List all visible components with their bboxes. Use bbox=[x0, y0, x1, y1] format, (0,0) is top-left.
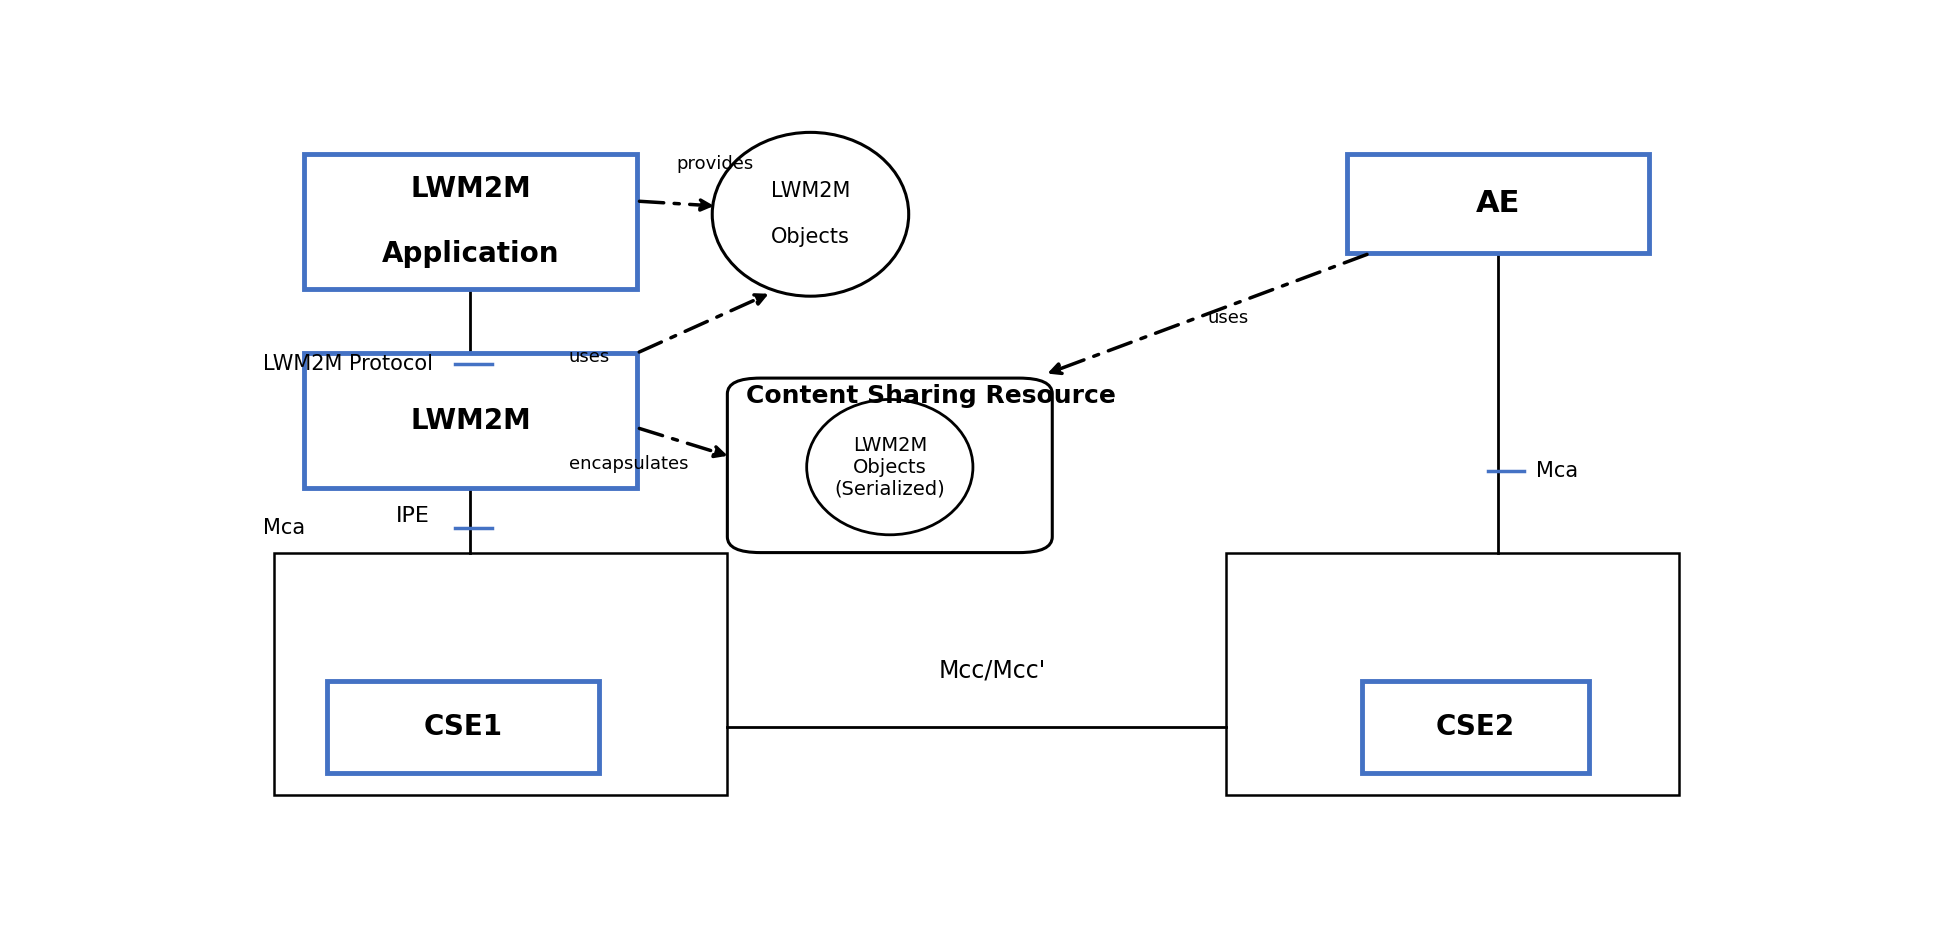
FancyBboxPatch shape bbox=[727, 378, 1053, 552]
Text: AE: AE bbox=[1476, 189, 1521, 218]
Text: Mca: Mca bbox=[1537, 461, 1578, 481]
Ellipse shape bbox=[712, 132, 909, 296]
Text: LWM2M

Application: LWM2M Application bbox=[382, 175, 560, 268]
FancyBboxPatch shape bbox=[1347, 154, 1650, 253]
Text: IPE: IPE bbox=[396, 506, 429, 526]
FancyBboxPatch shape bbox=[1227, 552, 1679, 795]
FancyBboxPatch shape bbox=[273, 552, 727, 795]
Text: Mcc/Mcc': Mcc/Mcc' bbox=[938, 658, 1045, 682]
Text: encapsulates: encapsulates bbox=[569, 454, 688, 473]
Text: uses: uses bbox=[1207, 309, 1250, 327]
Text: LWM2M Protocol: LWM2M Protocol bbox=[263, 354, 433, 374]
FancyBboxPatch shape bbox=[328, 681, 599, 773]
FancyBboxPatch shape bbox=[1361, 681, 1589, 773]
Text: provides: provides bbox=[677, 155, 753, 173]
Text: LWM2M

Objects: LWM2M Objects bbox=[770, 181, 850, 248]
Text: LWM2M: LWM2M bbox=[410, 407, 530, 435]
Text: Mca: Mca bbox=[263, 518, 306, 537]
Ellipse shape bbox=[807, 400, 973, 535]
Text: CSE1: CSE1 bbox=[423, 713, 503, 741]
Text: Content Sharing Resource: Content Sharing Resource bbox=[747, 384, 1115, 408]
Text: LWM2M
Objects
(Serialized): LWM2M Objects (Serialized) bbox=[835, 436, 946, 499]
FancyBboxPatch shape bbox=[304, 154, 636, 289]
Text: uses: uses bbox=[569, 348, 610, 365]
FancyBboxPatch shape bbox=[304, 353, 636, 488]
Text: CSE2: CSE2 bbox=[1435, 713, 1515, 741]
